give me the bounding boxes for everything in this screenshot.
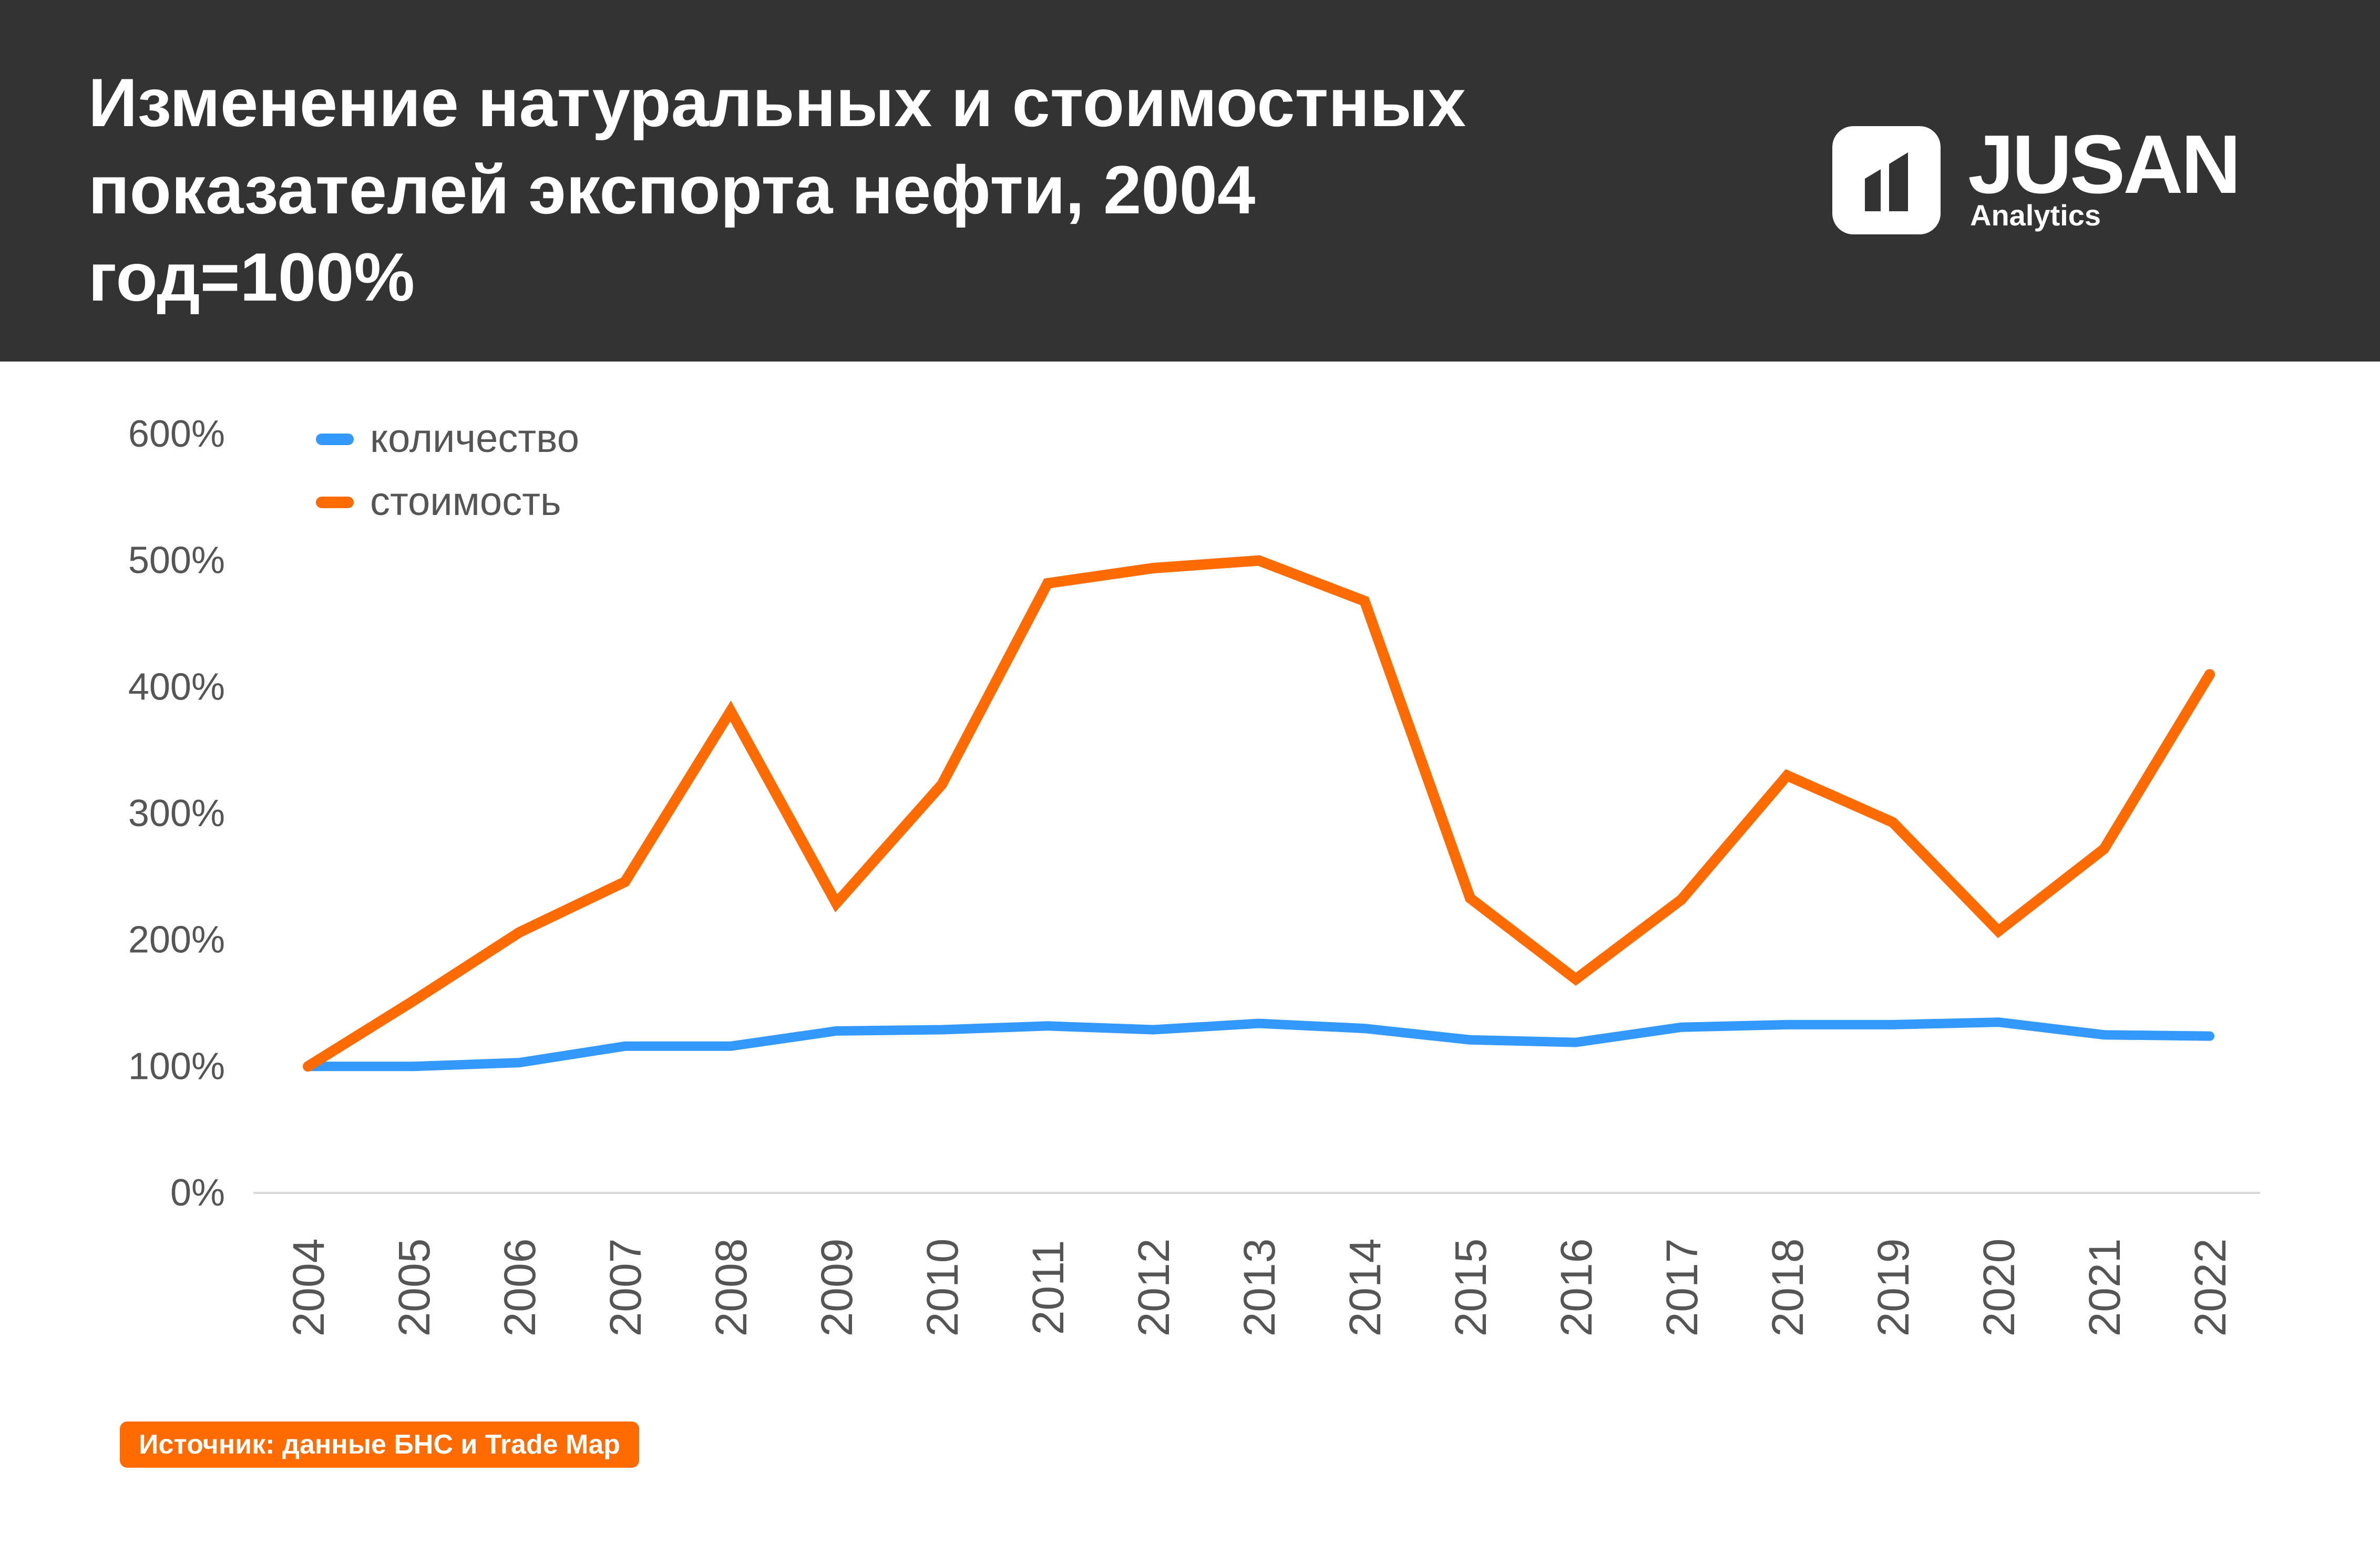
- y-tick-label: 100%: [128, 1045, 225, 1087]
- y-tick-label: 0%: [170, 1172, 225, 1214]
- x-tick-label: 2014: [1340, 1239, 1390, 1337]
- x-tick-label: 2004: [284, 1239, 333, 1337]
- x-tick-label: 2013: [1235, 1239, 1284, 1337]
- logo-mark-icon: [1832, 126, 1941, 234]
- y-tick-label: 300%: [128, 792, 225, 834]
- x-tick-label: 2007: [601, 1239, 650, 1337]
- x-tick-label: 2017: [1657, 1239, 1707, 1337]
- x-tick-label: 2020: [1974, 1239, 2024, 1337]
- y-axis: 0% 100% 200% 300% 400% 500% 600%: [128, 413, 225, 1214]
- x-tick-label: 2019: [1869, 1239, 1918, 1337]
- jusan-logo: JUSAN Analytics: [1832, 120, 2253, 242]
- logo-name: JUSAN: [1968, 118, 2241, 211]
- x-tick-label: 2022: [2186, 1239, 2235, 1337]
- x-tick-label: 2021: [2080, 1239, 2129, 1337]
- x-axis: 2004 2005 2006 2007 2008 2009 2010 2011 2012 2013…: [284, 1239, 2235, 1337]
- header-banner: Изменение натуральных и стоимостных пока…: [0, 0, 2380, 362]
- legend-label: количество: [370, 416, 579, 461]
- x-tick-label: 2008: [706, 1239, 756, 1337]
- series-line-quantity: [303, 1017, 2214, 1072]
- x-tick-label: 2010: [918, 1239, 967, 1337]
- chart-title: Изменение натуральных и стоимостных пока…: [88, 64, 1466, 315]
- x-tick-label: 2005: [389, 1239, 439, 1337]
- x-tick-label: 2016: [1552, 1239, 1601, 1337]
- legend-label: стоимость: [370, 479, 561, 524]
- x-tick-label: 2012: [1129, 1239, 1178, 1337]
- y-tick-label: 600%: [128, 413, 225, 455]
- x-tick-label: 2018: [1763, 1239, 1812, 1337]
- series-line-value: [303, 555, 2215, 1072]
- logo-subtitle: Analytics: [1970, 199, 2101, 232]
- y-tick-label: 400%: [128, 666, 225, 708]
- x-tick-label: 2009: [812, 1239, 861, 1337]
- x-tick-label: 2006: [495, 1239, 545, 1337]
- x-tick-label: 2011: [1023, 1240, 1073, 1335]
- y-tick-label: 200%: [128, 919, 225, 961]
- x-tick-label: 2015: [1446, 1239, 1495, 1337]
- plot-area: [303, 555, 2215, 1072]
- y-tick-label: 500%: [128, 540, 225, 582]
- legend: количество стоимость: [316, 416, 579, 524]
- source-badge: Источник: данные БНС и Trade Map: [120, 1421, 639, 1468]
